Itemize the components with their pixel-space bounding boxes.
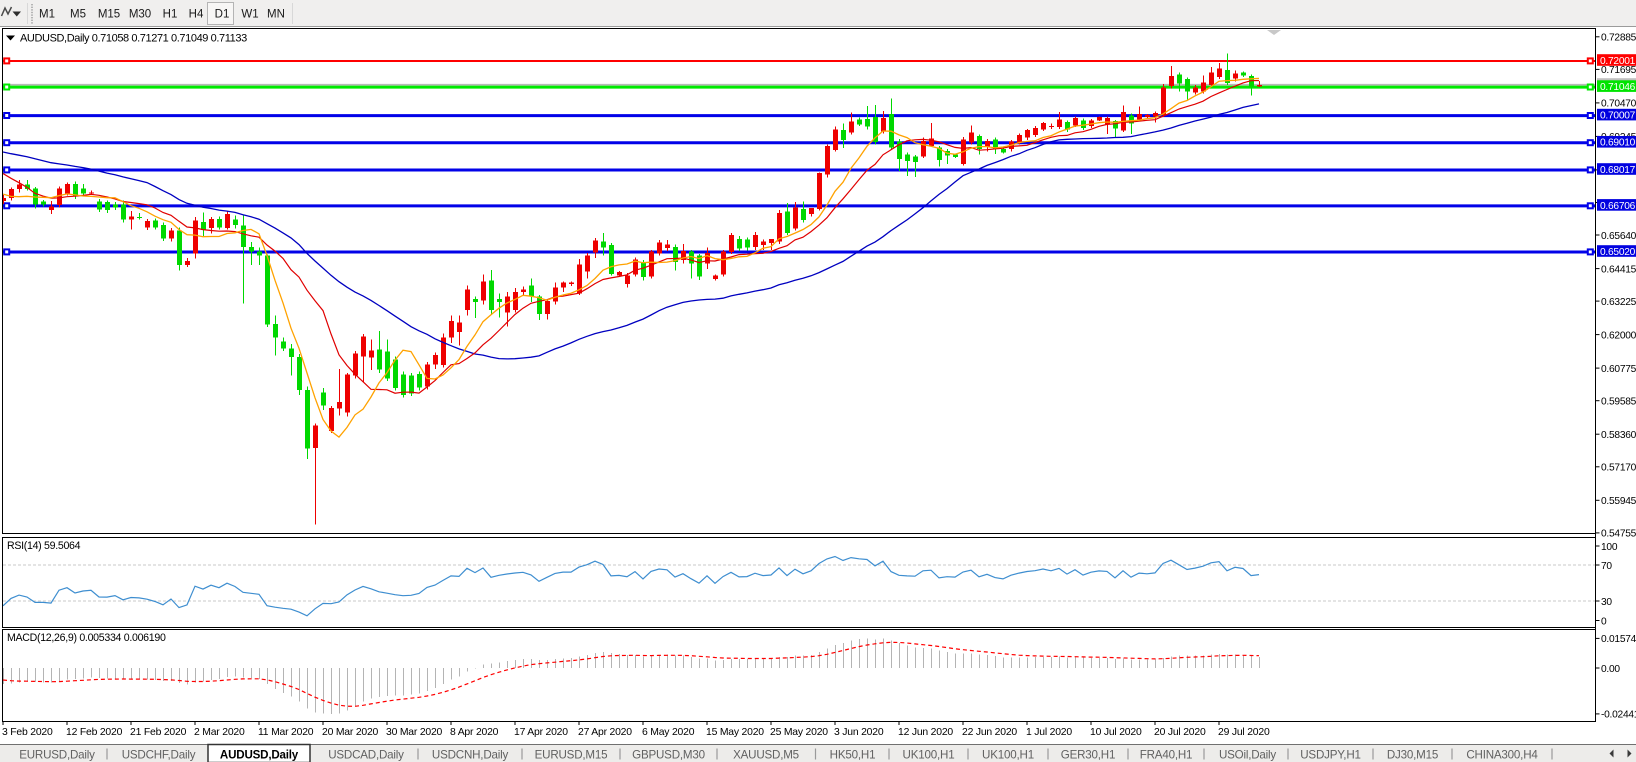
svg-text:-0.024412: -0.024412	[1601, 710, 1636, 721]
svg-text:20 Jul 2020: 20 Jul 2020	[1154, 727, 1206, 738]
svg-text:0.54755: 0.54755	[1601, 529, 1636, 540]
svg-text:USOil,Daily: USOil,Daily	[1219, 748, 1276, 761]
svg-text:30 Mar 2020: 30 Mar 2020	[386, 727, 443, 738]
svg-text:17 Apr 2020: 17 Apr 2020	[514, 727, 568, 738]
svg-text:GBPUSD,M30: GBPUSD,M30	[632, 748, 705, 761]
svg-text:EURUSD,M15: EURUSD,M15	[535, 748, 608, 761]
svg-text:29 Jul 2020: 29 Jul 2020	[1218, 727, 1270, 738]
svg-text:0.59585: 0.59585	[1601, 397, 1636, 408]
svg-text:22 Jun 2020: 22 Jun 2020	[962, 727, 1017, 738]
svg-text:MN: MN	[267, 9, 285, 21]
svg-text:11 Mar 2020: 11 Mar 2020	[258, 727, 314, 738]
svg-text:UK100,H1: UK100,H1	[982, 748, 1034, 761]
svg-text:2 Mar 2020: 2 Mar 2020	[194, 727, 245, 738]
svg-text:MACD(12,26,9) 0.005334 0.00619: MACD(12,26,9) 0.005334 0.006190	[7, 632, 166, 644]
svg-text:0.69010: 0.69010	[1600, 138, 1636, 149]
svg-text:HK50,H1: HK50,H1	[830, 748, 876, 761]
svg-text:12 Feb 2020: 12 Feb 2020	[66, 727, 123, 738]
svg-text:0.58360: 0.58360	[1601, 430, 1636, 441]
svg-text:27 Apr 2020: 27 Apr 2020	[578, 727, 632, 738]
svg-text:AUDUSD,Daily: AUDUSD,Daily	[220, 748, 299, 761]
svg-text:25 May 2020: 25 May 2020	[770, 727, 828, 738]
svg-text:M5: M5	[70, 9, 86, 21]
svg-text:FRA40,H1: FRA40,H1	[1140, 748, 1193, 761]
svg-text:0.72885: 0.72885	[1601, 33, 1636, 44]
svg-text:DJ30,M15: DJ30,M15	[1387, 748, 1438, 761]
svg-text:100: 100	[1601, 542, 1618, 553]
svg-text:0.71046: 0.71046	[1600, 82, 1636, 93]
svg-text:0.66706: 0.66706	[1600, 201, 1636, 212]
svg-text:20 Mar 2020: 20 Mar 2020	[322, 727, 379, 738]
svg-text:0.64415: 0.64415	[1601, 264, 1636, 275]
svg-text:0.63225: 0.63225	[1601, 297, 1636, 308]
svg-text:M1: M1	[39, 9, 55, 21]
svg-text:3 Jun 2020: 3 Jun 2020	[834, 727, 884, 738]
svg-text:AUDUSD,Daily 0.71058 0.71271: AUDUSD,Daily 0.71058 0.71271 0.71049 0.7…	[20, 33, 247, 45]
svg-text:0.65020: 0.65020	[1600, 247, 1636, 258]
svg-text:0: 0	[1601, 616, 1607, 627]
svg-text:0.57170: 0.57170	[1601, 463, 1636, 474]
svg-text:10 Jul 2020: 10 Jul 2020	[1090, 727, 1142, 738]
svg-text:0.68017: 0.68017	[1600, 165, 1636, 176]
svg-text:M15: M15	[98, 9, 120, 21]
svg-text:6 May 2020: 6 May 2020	[642, 727, 695, 738]
svg-text:W1: W1	[241, 9, 258, 21]
svg-text:RSI(14) 59.5064: RSI(14) 59.5064	[7, 540, 81, 552]
svg-text:0.62000: 0.62000	[1601, 330, 1636, 341]
svg-text:D1: D1	[215, 9, 230, 21]
svg-text:0.65640: 0.65640	[1601, 231, 1636, 242]
svg-text:30: 30	[1601, 597, 1612, 608]
svg-text:0.72001: 0.72001	[1600, 56, 1636, 67]
svg-text:12 Jun 2020: 12 Jun 2020	[898, 727, 953, 738]
svg-text:XAUUSD,M5: XAUUSD,M5	[733, 748, 799, 761]
svg-text:0.70007: 0.70007	[1600, 111, 1636, 122]
svg-text:UK100,H1: UK100,H1	[903, 748, 955, 761]
svg-text:3 Feb 2020: 3 Feb 2020	[2, 727, 53, 738]
svg-text:H4: H4	[189, 9, 204, 21]
svg-text:0.00: 0.00	[1601, 664, 1620, 675]
svg-text:70: 70	[1601, 561, 1612, 572]
svg-text:0.60775: 0.60775	[1601, 364, 1636, 375]
svg-text:8 Apr 2020: 8 Apr 2020	[450, 727, 499, 738]
svg-text:USDCAD,Daily: USDCAD,Daily	[328, 748, 404, 761]
svg-text:USDJPY,H1: USDJPY,H1	[1300, 748, 1361, 761]
svg-text:EURUSD,Daily: EURUSD,Daily	[19, 748, 95, 761]
svg-text:USDCHF,Daily: USDCHF,Daily	[122, 748, 196, 761]
svg-text:CHINA300,H4: CHINA300,H4	[1466, 748, 1538, 761]
svg-text:21 Feb 2020: 21 Feb 2020	[130, 727, 187, 738]
svg-text:USDCNH,Daily: USDCNH,Daily	[432, 748, 509, 761]
svg-text:GER30,H1: GER30,H1	[1061, 748, 1115, 761]
svg-text:1 Jul 2020: 1 Jul 2020	[1026, 727, 1072, 738]
svg-text:0.015741: 0.015741	[1601, 634, 1636, 645]
svg-text:H1: H1	[163, 9, 178, 21]
svg-text:0.70470: 0.70470	[1601, 99, 1636, 110]
svg-text:15 May 2020: 15 May 2020	[706, 727, 764, 738]
svg-text:0.55945: 0.55945	[1601, 496, 1636, 507]
svg-text:M30: M30	[129, 9, 151, 21]
svg-text:0.71695: 0.71695	[1601, 65, 1636, 76]
